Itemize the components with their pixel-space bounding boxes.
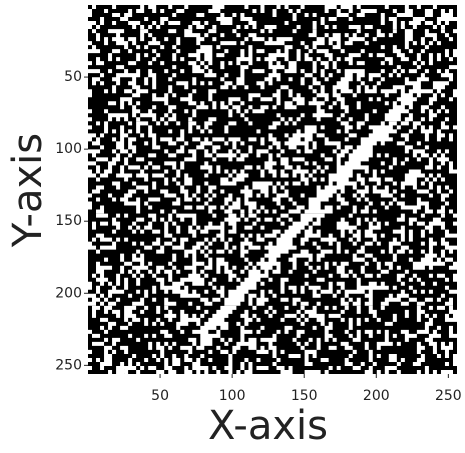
y-tick-label: 250 (55, 357, 82, 373)
y-tick-label: 50 (64, 69, 82, 85)
y-tick-label: 150 (55, 213, 82, 229)
x-axis-label: X-axis (208, 403, 328, 449)
x-tick-label: 150 (291, 388, 318, 404)
x-tick-label: 200 (363, 388, 390, 404)
y-tick-label: 200 (55, 285, 82, 301)
image-area (88, 5, 457, 374)
y-axis-label: Y-axis (5, 133, 51, 248)
x-tick-label: 50 (151, 388, 169, 404)
y-tick-label: 100 (55, 141, 82, 157)
noise-texture (88, 5, 457, 374)
x-tick-label: 100 (219, 388, 246, 404)
x-tick-label: 250 (435, 388, 462, 404)
